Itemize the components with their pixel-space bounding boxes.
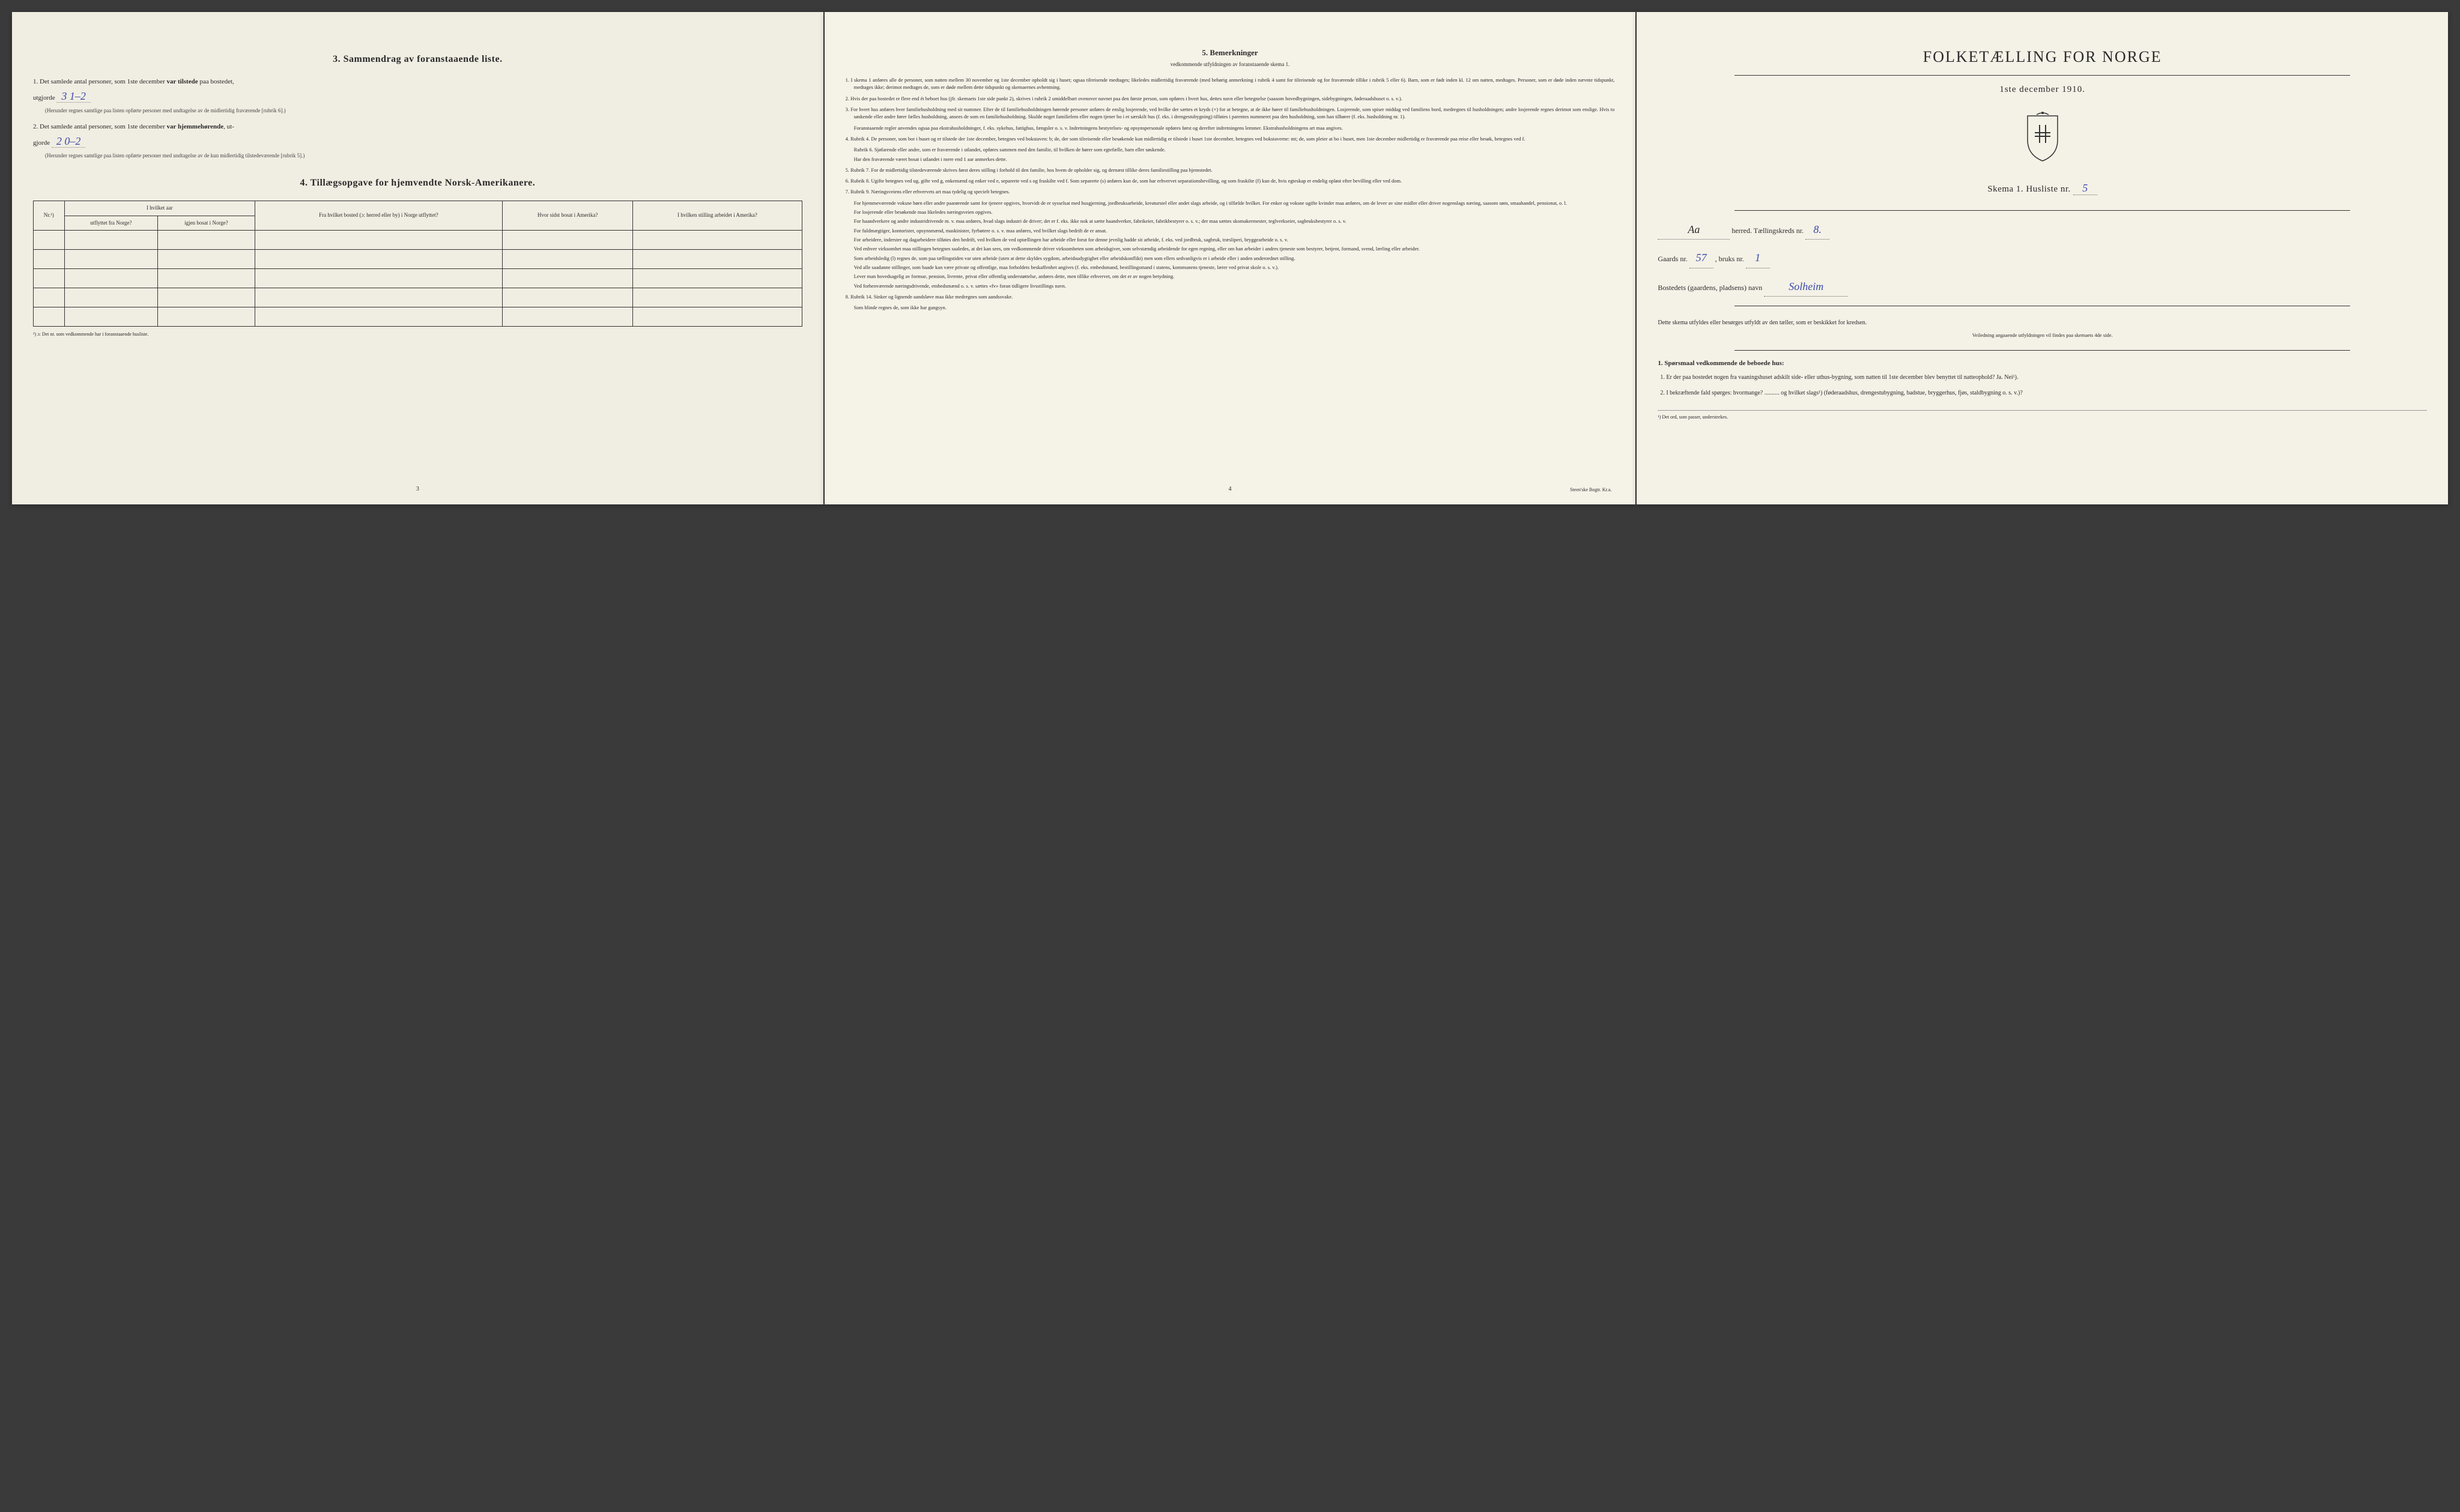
remark-7e: For arbeidere, inderster og dagarbeidere… xyxy=(854,236,1615,243)
divider xyxy=(1734,350,2350,351)
col-utflyttet: utflyttet fra Norge? xyxy=(64,216,157,231)
instruction: Dette skema utfyldes eller besørges utfy… xyxy=(1658,318,2427,327)
remark-7g: Som arbeidsledig (l) regnes de, som paa … xyxy=(854,255,1615,262)
table-row xyxy=(34,250,802,269)
bosted-line: Bostedets (gaardens, pladsens) navn Solh… xyxy=(1658,277,2427,297)
item1-note: (Herunder regnes samtlige paa listen opf… xyxy=(45,107,802,115)
husliste-nr: 5 xyxy=(2073,182,2097,195)
remark-4: 4. Rubrik 4. De personer, som bor i huse… xyxy=(846,135,1615,142)
kreds-nr: 8. xyxy=(1805,220,1829,240)
divider xyxy=(1734,210,2350,211)
bosted-navn: Solheim xyxy=(1764,277,1848,297)
herred-line: Aa herred. Tællingskreds nr. 8. xyxy=(1658,220,2427,240)
table-row xyxy=(34,288,802,307)
remark-7c: For haandverkere og andre industridriven… xyxy=(854,217,1615,225)
page-number: 3 xyxy=(416,486,419,492)
instruction-sub: Veiledning angaaende utfyldningen vil fi… xyxy=(1658,332,2427,338)
col-amerika-bosat: Hvor sidst bosat i Amerika? xyxy=(502,201,632,230)
section3-title: 3. Sammendrag av foranstaaende liste. xyxy=(33,54,802,65)
bemerkninger-title: 5. Bemerkninger xyxy=(846,48,1615,58)
remark-1: 1. I skema 1 anføres alle de personer, s… xyxy=(846,76,1615,91)
hjemme-count: 2 0–2 xyxy=(52,135,86,148)
page-number: 4 xyxy=(1229,486,1232,492)
tilstede-count: 3 1–2 xyxy=(56,90,91,103)
remark-7d: For fuldmægtiger, kontorister, opsynsmæn… xyxy=(854,227,1615,234)
section3-item2: 2. Det samlede antal personer, som 1ste … xyxy=(33,122,802,160)
footnote: ¹) Det ord, som passer, understrekes. xyxy=(1658,410,2427,420)
question-2: 2. I bekræftende fald spørges: hvormange… xyxy=(1668,389,2427,398)
remark-7b: For losjerende eller besøkende maa likel… xyxy=(854,208,1615,216)
col-aar-header: I hvilket aar xyxy=(64,201,255,216)
col-bosted: Fra hvilket bosted (ɔ: herred eller by) … xyxy=(255,201,502,230)
norsk-amerikanere-table: Nr.¹) I hvilket aar Fra hvilket bosted (… xyxy=(33,201,802,327)
bruk-nr: 1 xyxy=(1746,248,1770,268)
remark-5: 5. Rubrik 7. For de midlertidig tilstede… xyxy=(846,166,1615,174)
gaard-line: Gaards nr. 57 , bruks nr. 1 xyxy=(1658,248,2427,268)
table-footnote: ¹) ɔ: Det nr. som vedkommende har i fora… xyxy=(33,331,802,337)
norway-crest-icon xyxy=(1658,110,2427,167)
date-line: 1ste december 1910. xyxy=(1658,85,2427,95)
section4-title: 4. Tillægsopgave for hjemvendte Norsk-Am… xyxy=(33,178,802,189)
table-row xyxy=(34,269,802,288)
divider xyxy=(1734,75,2350,76)
main-title: FOLKETÆLLING FOR NORGE xyxy=(1658,48,2427,66)
item2-note: (Herunder regnes samtlige paa listen opf… xyxy=(45,152,802,160)
bemerkninger-subtitle: vedkommende utfyldningen av foranstaaend… xyxy=(846,61,1615,67)
remark-6: 6. Rubrik 8. Ugifte betegnes ved ug, gif… xyxy=(846,177,1615,184)
question-1: 1. Er der paa bostedet nogen fra vaaning… xyxy=(1668,373,2427,383)
table-row xyxy=(34,307,802,327)
remark-7f: Ved enhver virksomhet maa stillingen bet… xyxy=(854,245,1615,252)
remark-7: 7. Rubrik 9. Næringsveiens eller erhverv… xyxy=(846,188,1615,195)
remark-7a: For hjemmeværende voksne børn eller andr… xyxy=(854,199,1615,207)
col-nr: Nr.¹) xyxy=(34,201,65,230)
herred-name: Aa xyxy=(1658,220,1730,240)
remark-3a: Foranstaaende regler anvendes ogsaa paa … xyxy=(854,124,1615,132)
section3-item1: 1. Det samlede antal personer, som 1ste … xyxy=(33,77,802,115)
skema-line: Skema 1. Husliste nr. 5 xyxy=(1658,182,2427,195)
remark-2: 2. Hvis der paa bostedet er flere end ét… xyxy=(846,95,1615,102)
question-header: 1. Spørsmaal vedkommende de beboede hus: xyxy=(1658,360,2427,367)
remark-8a: Som blinde regnes de, som ikke har gangs… xyxy=(854,304,1615,311)
remark-4a: Rubrik 6. Sjøfarende eller andre, som er… xyxy=(854,146,1615,153)
remark-4b: Har den fraværende været bosat i utlande… xyxy=(854,156,1615,163)
remark-7i: Lever man hovedsagelig av formue, pensio… xyxy=(854,273,1615,280)
printer-note: Steen'ske Bogtr. Kr.a. xyxy=(1570,487,1611,492)
col-stilling: I hvilken stilling arbeidet i Amerika? xyxy=(633,201,802,230)
remark-3: 3. For hvert hus anføres hver familiehus… xyxy=(846,106,1615,121)
page-1-titlepage: FOLKETÆLLING FOR NORGE 1ste december 191… xyxy=(1637,12,2448,504)
page-3-summary: 3. Sammendrag av foranstaaende liste. 1.… xyxy=(12,12,823,504)
table-row xyxy=(34,231,802,250)
remark-7h: Ved alle saadanne stillinger, som baade … xyxy=(854,264,1615,271)
page-4-bemerkninger: 5. Bemerkninger vedkommende utfyldningen… xyxy=(825,12,1636,504)
gaard-nr: 57 xyxy=(1689,248,1713,268)
remark-8: 8. Rubrik 14. Sinker og lignende aandslø… xyxy=(846,293,1615,300)
remarks-list: 1. I skema 1 anføres alle de personer, s… xyxy=(846,76,1615,312)
remark-7j: Ved forhenværende næringsdrivende, embed… xyxy=(854,282,1615,289)
col-igjen-bosat: igjen bosat i Norge? xyxy=(157,216,255,231)
